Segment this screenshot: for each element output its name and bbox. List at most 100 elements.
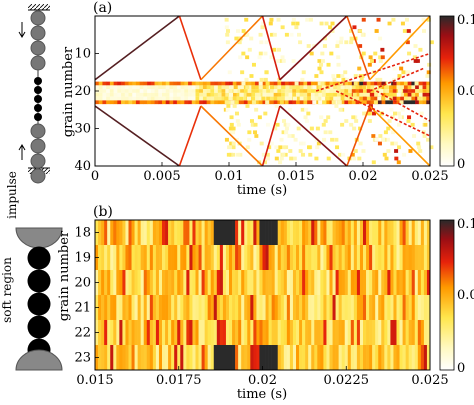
heatmap-cell bbox=[354, 119, 359, 123]
heatmap-cell bbox=[235, 245, 239, 270]
heatmap-cell bbox=[420, 320, 425, 345]
heatmap-cell bbox=[174, 245, 178, 270]
heatmap-cell bbox=[347, 245, 352, 270]
heatmap-cell bbox=[417, 145, 422, 150]
heatmap-cell bbox=[292, 89, 297, 93]
heatmap-cell bbox=[236, 152, 241, 157]
heatmap-cell bbox=[255, 81, 260, 86]
heatmap-cell bbox=[162, 270, 166, 295]
heatmap-cell bbox=[381, 345, 385, 370]
heatmap-cell bbox=[336, 96, 341, 101]
heatmap-cell bbox=[271, 345, 275, 370]
heatmap-cell bbox=[95, 92, 100, 97]
heatmap-cell bbox=[328, 25, 333, 30]
heatmap-cell bbox=[281, 130, 286, 135]
heatmap-cell bbox=[415, 85, 420, 90]
heatmap-cell bbox=[333, 81, 338, 86]
heatmap-cell bbox=[284, 96, 289, 101]
heatmap-cell bbox=[400, 85, 405, 90]
heatmap-cell bbox=[165, 85, 170, 90]
heatmap-cell bbox=[359, 96, 364, 101]
heatmap-cell bbox=[189, 245, 193, 270]
heatmap-cell bbox=[239, 96, 244, 101]
heatmap-cell bbox=[131, 345, 135, 370]
heatmap-cell bbox=[425, 74, 430, 78]
heatmap-cell bbox=[247, 130, 252, 135]
heatmap-cell bbox=[98, 295, 102, 320]
heatmap-cell bbox=[107, 320, 111, 345]
heatmap-cell bbox=[344, 270, 349, 295]
heatmap-cell bbox=[256, 92, 261, 97]
heatmap-cell bbox=[411, 89, 416, 93]
heatmap-cell bbox=[183, 220, 187, 245]
heatmap-cell bbox=[350, 320, 355, 345]
heatmap-cell bbox=[162, 89, 167, 93]
heatmap-cell bbox=[288, 92, 293, 97]
heatmap-cell bbox=[140, 295, 145, 320]
heatmap-cell bbox=[117, 85, 122, 90]
heatmap-cell bbox=[244, 345, 248, 370]
heatmap-cell bbox=[169, 85, 174, 90]
heatmap-cell bbox=[244, 77, 249, 82]
heatmap-cell bbox=[402, 320, 406, 345]
heatmap-cell bbox=[355, 89, 360, 93]
heatmap-cell bbox=[195, 295, 199, 320]
heatmap-cell bbox=[298, 149, 303, 153]
heatmap-cell bbox=[407, 92, 412, 97]
heatmap-cell bbox=[240, 85, 245, 90]
heatmap-cell bbox=[419, 111, 424, 116]
heatmap-cell bbox=[392, 92, 397, 97]
heatmap-cell bbox=[318, 100, 323, 105]
heatmap-cell bbox=[265, 220, 269, 245]
heatmap-cell bbox=[353, 81, 358, 86]
heatmap-cell bbox=[311, 295, 315, 320]
heatmap-cell bbox=[283, 270, 288, 295]
heatmap-cell bbox=[240, 100, 245, 105]
heatmap-cell bbox=[402, 295, 406, 320]
heatmap-cell bbox=[422, 100, 427, 105]
heatmap-cell bbox=[221, 85, 226, 90]
heatmap-cell bbox=[314, 100, 319, 105]
heatmap-cell bbox=[225, 320, 230, 345]
heatmap-cell bbox=[128, 92, 133, 97]
heatmap-cell bbox=[152, 245, 157, 270]
heatmap-cell bbox=[384, 156, 389, 161]
heatmap-cell bbox=[202, 100, 207, 105]
heatmap-cell bbox=[199, 89, 204, 93]
heatmap-cell bbox=[174, 295, 178, 320]
heatmap-cell bbox=[323, 220, 327, 245]
heatmap-cell bbox=[102, 92, 107, 97]
heatmap-cell bbox=[188, 100, 193, 105]
heatmap-cell bbox=[117, 92, 122, 97]
hard-grain bbox=[30, 40, 46, 56]
heatmap-cell bbox=[405, 345, 409, 370]
heatmap-cell bbox=[314, 96, 319, 101]
heatmap-cell bbox=[292, 85, 297, 90]
heatmap-cell bbox=[188, 92, 193, 97]
heatmap-cell bbox=[222, 220, 227, 245]
heatmap-cell bbox=[420, 295, 425, 320]
heatmap-cell bbox=[374, 89, 379, 93]
heatmap-cell bbox=[158, 270, 163, 295]
heatmap-cell bbox=[411, 81, 416, 86]
heatmap-cell bbox=[155, 320, 160, 345]
heatmap-cell bbox=[262, 81, 267, 86]
heatmap-cell bbox=[272, 32, 277, 37]
heatmap-cell bbox=[189, 295, 193, 320]
heatmap-cell bbox=[201, 345, 205, 370]
heatmap-cell bbox=[222, 345, 227, 370]
heatmap-cell bbox=[265, 295, 269, 320]
heatmap-cell bbox=[308, 270, 312, 295]
colorbar-tick-label: 0.1 bbox=[457, 13, 474, 28]
heatmap-cell bbox=[403, 96, 408, 101]
heatmap-cell bbox=[213, 270, 218, 295]
y-tick-label: 23 bbox=[74, 351, 91, 366]
heatmap-cell bbox=[402, 220, 406, 245]
heatmap-cell bbox=[392, 100, 397, 105]
heatmap-cell bbox=[132, 85, 137, 90]
heatmap-cell bbox=[421, 17, 426, 22]
heatmap-cell bbox=[303, 100, 308, 105]
heatmap-cell bbox=[241, 220, 245, 245]
heatmap-cell bbox=[195, 220, 199, 245]
heatmap-cell bbox=[389, 100, 394, 105]
